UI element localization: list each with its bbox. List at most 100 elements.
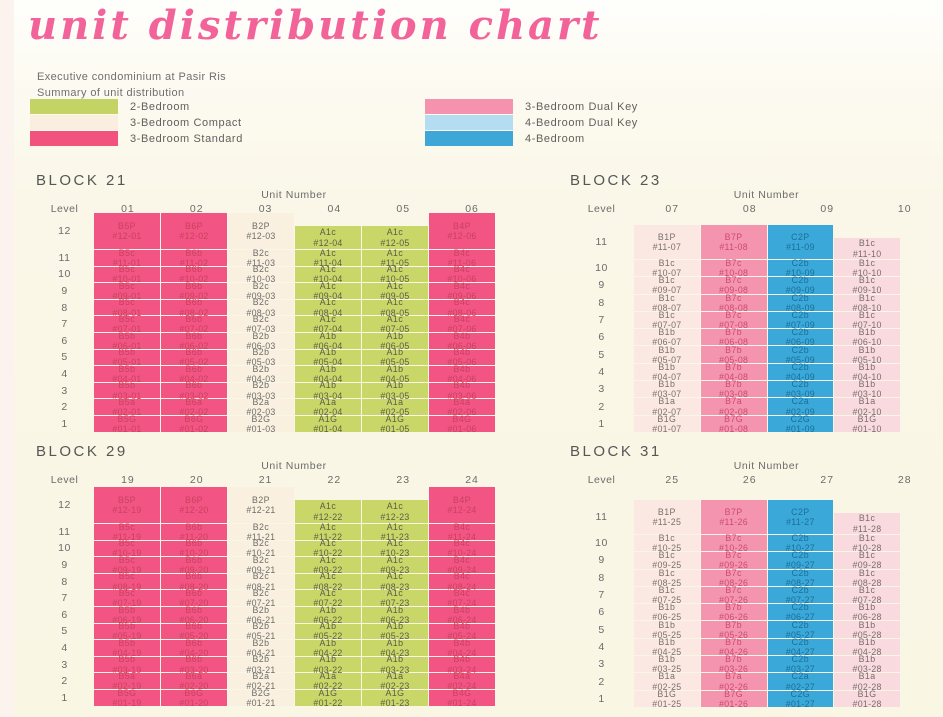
level-label: 4 (598, 640, 605, 653)
unit-cell: A1b #05-22 (295, 621, 361, 641)
unit-cell: B4c #10-06 (429, 264, 495, 284)
unit-number: #03-19 (112, 664, 142, 675)
unit-number: #08-09 (785, 302, 815, 313)
unit-cell: B4P #12-24 (429, 487, 495, 523)
column-header-row: Level 07 08 09 10 (570, 203, 943, 215)
unit-cell: B7b #05-26 (700, 620, 767, 640)
unit-type-code: A1b (386, 637, 404, 648)
level-row: 2 B1a #02-07 B7a #02-08 C2a #02-09 B1a #02-10 (570, 396, 900, 417)
unit-type-code: A1c (386, 314, 404, 325)
unit-number: #10-23 (380, 548, 410, 559)
level-row: 4 B5b #04-01 B6b #04-02 B2b #04-03 A1b #04-04 A1b… (36, 363, 495, 384)
legend-item: 4-Bedroom Dual Key (425, 115, 638, 130)
unit-type-code: C2a (791, 396, 810, 407)
unit-cell: B1c #07-25 (634, 585, 700, 605)
column-header: 04 (327, 203, 342, 215)
unit-number: #11-20 (179, 531, 209, 542)
unit-number: #02-01 (112, 407, 142, 418)
unit-number: #02-08 (719, 406, 749, 417)
legend-label: 3-Bedroom Dual Key (525, 100, 638, 113)
unit-cell: C2b #09-27 (767, 550, 834, 570)
unit-cell: B4b #03-06 (429, 380, 495, 401)
unit-number: #09-07 (652, 285, 682, 296)
unit-type-code: C2G (790, 413, 811, 424)
unit-cell: B7P #11-08 (700, 225, 767, 259)
unit-type-code: B6b (185, 538, 203, 549)
unit-cell: A1b #04-04 (295, 364, 361, 384)
unit-cell: B2b #04-21 (228, 638, 294, 658)
unit-cell: C2b #08-09 (767, 293, 834, 313)
level-label: 6 (61, 334, 68, 347)
column-header-row: Level 01 02 03 04 05 06 (36, 203, 506, 215)
unit-number: #07-20 (179, 598, 209, 609)
level-row: 4 B1b #04-07 B7b #04-08 C2b #04-09 B1b #04-10 (570, 361, 900, 382)
unit-type-code: B2b (252, 604, 270, 615)
unit-number: #02-07 (652, 406, 682, 417)
unit-cell: A1c #12-04 (295, 226, 361, 249)
unit-type-code: B4G (452, 687, 472, 698)
unit-type-code: B1c (658, 533, 676, 544)
unit-cell: C2a #02-27 (767, 671, 834, 692)
unit-cell: B2c #11-21 (228, 522, 294, 542)
unit-type-code: B4b (453, 654, 471, 665)
unit-number: #02-10 (852, 406, 882, 417)
unit-number: #01-25 (652, 698, 682, 709)
unit-type-code: B1c (658, 309, 676, 320)
unit-cell: B7b #06-26 (700, 602, 767, 622)
unit-cell: B2c #10-21 (228, 538, 294, 558)
unit-number: #11-10 (852, 248, 882, 259)
unit-type-code: B6b (185, 297, 203, 308)
unit-cell: C2G #01-09 (767, 413, 834, 434)
unit-type-code: B1c (658, 550, 676, 561)
unit-type-code: B1c (658, 567, 676, 578)
column-header-row: Level 25 26 27 28 (570, 474, 943, 486)
unit-number: #11-19 (112, 531, 142, 542)
unit-cell: B5c #11-01 (94, 248, 160, 268)
unit-type-code: C2b (791, 275, 810, 286)
unit-type-code: B1b (858, 361, 876, 372)
unit-type-code: B1c (858, 567, 876, 578)
unit-number: #10-25 (652, 543, 682, 554)
level-row: 4 B1b #04-25 B7b #04-26 C2b #04-27 B1b #04-28 (570, 637, 900, 657)
level-row: 1 B1G #01-25 B7G #01-26 C2G #01-27 B1G #01-28 (570, 689, 900, 709)
unit-cell: B1b #03-07 (634, 379, 700, 399)
unit-number: #07-19 (112, 598, 142, 609)
unit-type-code: B1c (858, 258, 876, 269)
unit-number: #12-06 (447, 231, 477, 241)
unit-cell: B4G #01-06 (429, 413, 495, 434)
legend-left: 2-Bedroom 3-Bedroom Compact 3-Bedroom Stan… (30, 99, 243, 147)
unit-type-code: B5c (118, 571, 136, 582)
level-label: 4 (598, 365, 605, 378)
unit-cell: B4c #08-24 (429, 571, 495, 592)
unit-grid: 12 B5P #12-19 B6P #12-20 B2P #12-21 A1c #12-22 A1… (36, 487, 495, 708)
legend-label: 3-Bedroom Standard (130, 132, 243, 145)
level-row: 7 B1c #07-07 B7c #07-08 C2b #07-09 B1c #07-10 (570, 309, 900, 330)
unit-number: #02-09 (785, 406, 815, 417)
unit-type-code: A1b (386, 363, 404, 374)
unit-number: #10-04 (313, 274, 343, 285)
level-row: 3 B5b #03-19 B6b #03-20 B2b #03-21 A1b #03-22 A1b… (36, 654, 495, 675)
unit-number: #04-26 (719, 646, 749, 657)
column-header: 08 (742, 203, 757, 215)
unit-type-code: B4G (452, 413, 472, 424)
unit-number: #09-03 (246, 290, 276, 301)
unit-type-code: A1c (386, 264, 404, 275)
level-header: Level (587, 203, 616, 215)
unit-number: #04-21 (246, 647, 276, 658)
unit-number: #03-21 (246, 664, 276, 675)
unit-number: #05-27 (785, 629, 815, 640)
unit-cell: B1P #11-25 (634, 500, 700, 534)
column-header: 19 (121, 474, 135, 486)
unit-type-code: B5c (118, 280, 136, 291)
unit-type-code: B2b (252, 380, 270, 391)
unit-number: #02-22 (313, 681, 343, 692)
unit-type-code: B6b (185, 330, 203, 341)
unit-number: #10-09 (785, 268, 815, 279)
unit-number: #07-24 (447, 598, 477, 609)
unit-cell: B5G #01-01 (94, 414, 160, 434)
unit-type-code: C2b (791, 654, 810, 665)
unit-type-code: B5b (118, 604, 136, 615)
unit-type-code: B4b (453, 363, 471, 374)
level-label: 9 (598, 554, 605, 567)
unit-number: #05-05 (380, 357, 410, 368)
